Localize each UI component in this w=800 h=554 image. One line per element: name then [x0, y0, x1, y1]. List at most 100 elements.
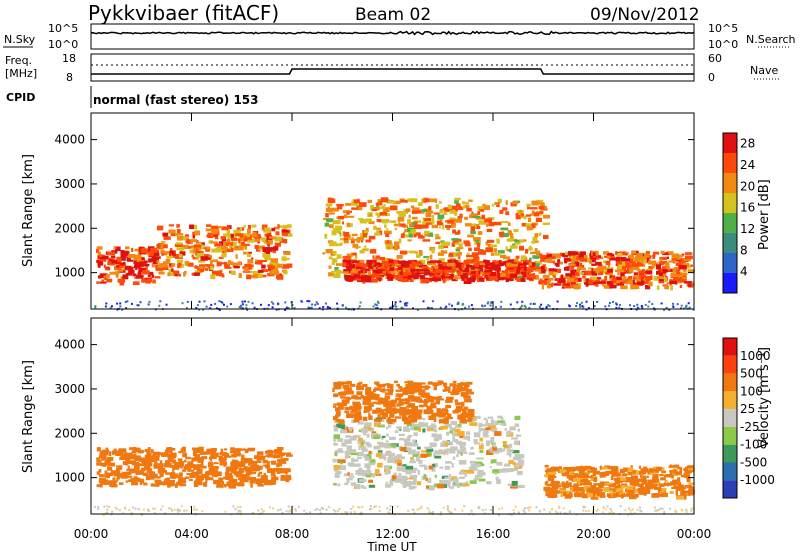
power-noise-cell — [576, 302, 578, 305]
velocity-colorbar-band — [723, 338, 737, 356]
velocity-echo-cell — [479, 463, 485, 466]
velocity-echo-cell — [267, 461, 270, 466]
velocity-echo-cell — [594, 494, 599, 498]
velocity-echo-cell — [460, 382, 464, 386]
velocity-echo-cell — [453, 477, 459, 483]
velocity-echo-cell — [421, 450, 429, 453]
power-echo-cell — [538, 206, 545, 210]
velocity-noise-cell — [352, 505, 355, 508]
velocity-echo-cell — [429, 442, 437, 448]
power-echo-cell — [486, 228, 493, 233]
power-echo-cell — [652, 251, 660, 255]
velocity-echo-cell — [652, 484, 657, 488]
velocity-echo-cell — [451, 388, 454, 393]
power-echo-cell — [659, 279, 665, 282]
power-echo-cell — [553, 275, 556, 278]
velocity-echo-cell — [235, 464, 242, 468]
velocity-echo-cell — [368, 462, 376, 466]
power-echo-cell — [675, 279, 678, 285]
velocity-echo-cell — [178, 462, 181, 465]
power-echo-cell — [414, 274, 419, 278]
velocity-echo-cell — [181, 469, 187, 472]
velocity-echo-cell — [675, 490, 678, 496]
time-tick-label: 20:00 — [576, 527, 611, 541]
velocity-echo-cell — [126, 452, 133, 458]
velocity-echo-cell — [560, 492, 563, 497]
power-echo-cell — [115, 274, 119, 278]
power-echo-cell — [660, 268, 663, 273]
velocity-echo-cell — [451, 463, 454, 468]
velocity-echo-cell — [180, 464, 183, 469]
power-echo-cell — [425, 222, 432, 225]
velocity-noise-cell — [640, 510, 643, 513]
power-echo-cell — [677, 254, 684, 258]
velocity-echo-cell — [247, 466, 252, 471]
power-echo-cell — [162, 265, 169, 270]
velocity-noise-cell — [448, 512, 451, 515]
velocity-echo-cell — [483, 434, 489, 438]
velocity-noise-cell — [461, 509, 464, 512]
power-echo-cell — [366, 261, 372, 265]
velocity-echo-cell — [442, 389, 447, 392]
velocity-echo-cell — [466, 431, 471, 435]
power-echo-cell — [407, 275, 412, 280]
power-echo-cell — [276, 274, 284, 280]
velocity-echo-cell — [195, 477, 200, 480]
velocity-noise-cell — [629, 509, 632, 512]
power-echo-cell — [615, 257, 620, 262]
power-noise-cell — [341, 304, 344, 307]
velocity-echo-cell — [360, 386, 364, 390]
velocity-noise-cell — [97, 505, 100, 508]
velocity-echo-cell — [96, 484, 102, 488]
velocity-echo-cell — [632, 482, 636, 487]
velocity-echo-cell — [193, 482, 199, 488]
velocity-echo-cell — [389, 480, 394, 486]
power-echo-cell — [405, 269, 409, 273]
velocity-noise-cell — [360, 511, 363, 514]
power-echo-cell — [546, 252, 549, 255]
power-echo-cell — [176, 224, 180, 228]
velocity-echo-cell — [365, 398, 372, 403]
velocity-echo-cell — [449, 446, 458, 451]
power-echo-cell — [621, 265, 626, 270]
power-echo-cell — [383, 204, 386, 207]
velocity-echo-cell — [384, 484, 392, 488]
velocity-echo-cell — [202, 451, 210, 455]
velocity-echo-cell — [384, 452, 388, 456]
velocity-echo-cell — [377, 418, 382, 422]
power-noise-cell — [287, 306, 290, 309]
velocity-echo-cell — [428, 465, 433, 470]
power-echo-cell — [205, 264, 209, 267]
velocity-echo-cell — [550, 488, 555, 494]
velocity-echo-cell — [201, 473, 205, 477]
power-echo-cell — [681, 263, 690, 267]
power-echo-cell — [684, 256, 692, 260]
velocity-echo-cell — [486, 449, 491, 454]
power-echo-cell — [106, 278, 113, 283]
velocity-noise-cell — [272, 507, 274, 510]
power-echo-cell — [424, 198, 430, 203]
velocity-echo-cell — [385, 409, 392, 414]
power-echo-cell — [679, 265, 687, 270]
velocity-echo-cell — [237, 477, 244, 480]
velocity-echo-cell — [428, 415, 436, 420]
power-echo-cell — [435, 204, 439, 209]
power-echo-cell — [625, 281, 633, 285]
velocity-echo-cell — [427, 479, 432, 483]
velocity-echo-cell — [394, 430, 399, 434]
power-echo-cell — [658, 279, 665, 284]
velocity-noise-cell — [446, 506, 449, 509]
velocity-echo-cell — [469, 460, 476, 464]
velocity-echo-cell — [338, 465, 346, 470]
velocity-echo-cell — [632, 469, 637, 475]
velocity-echo-cell — [688, 482, 694, 485]
power-echo-cell — [96, 246, 103, 250]
velocity-echo-cell — [599, 465, 602, 470]
velocity-echo-cell — [609, 488, 616, 491]
velocity-echo-cell — [191, 471, 200, 476]
power-echo-cell — [249, 233, 258, 238]
velocity-echo-cell — [438, 398, 444, 401]
freq-label-line1: Freq. — [5, 54, 32, 67]
power-echo-cell — [447, 259, 453, 264]
velocity-echo-cell — [241, 455, 245, 460]
